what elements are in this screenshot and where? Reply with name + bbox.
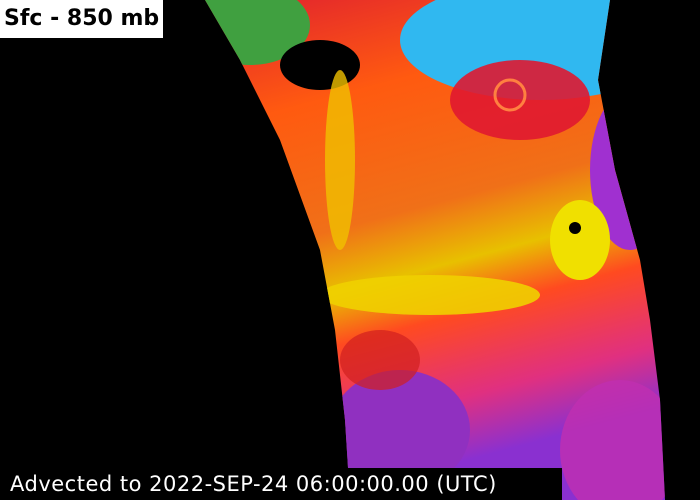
- level-label: Sfc - 850 mb: [0, 0, 164, 38]
- swath: [205, 0, 665, 500]
- timestamp: Advected to 2022-SEP-24 06:00:00.00 (UTC…: [0, 468, 562, 500]
